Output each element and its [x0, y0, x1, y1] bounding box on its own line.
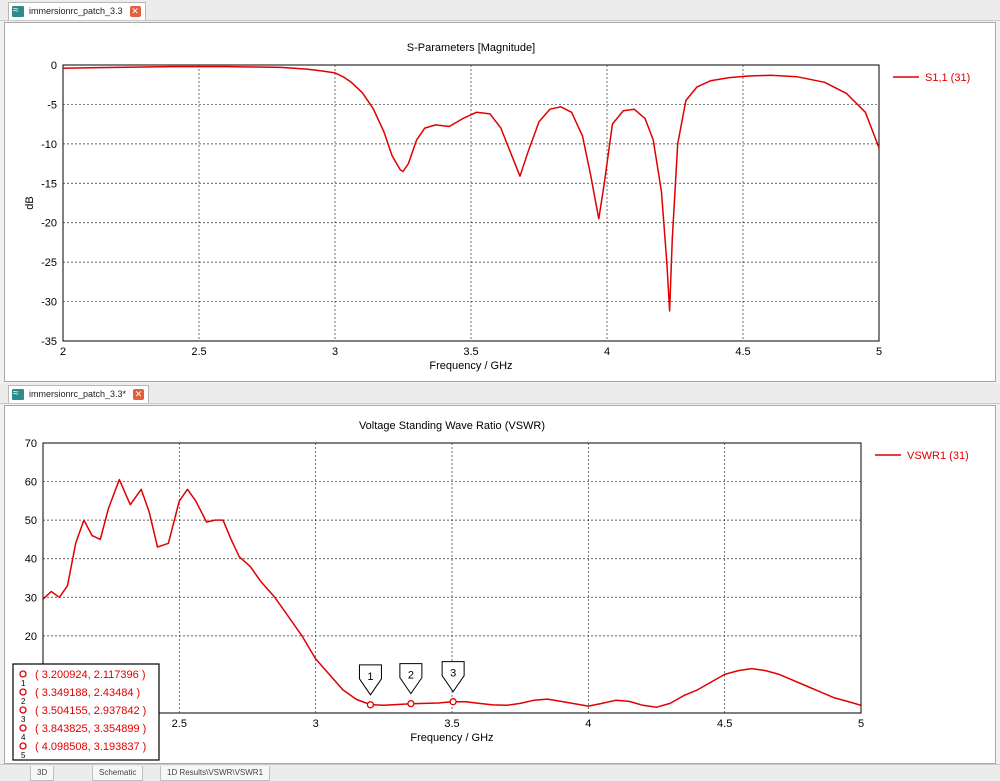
y-tick-label: -35	[41, 336, 57, 348]
close-icon[interactable]: ✕	[133, 389, 145, 400]
tab-label: immersionrc_patch_3.3	[29, 6, 123, 16]
y-tick-label: 70	[25, 438, 37, 450]
x-tick-label: 2.5	[172, 718, 187, 730]
x-tick-label: 4.5	[717, 718, 732, 730]
marker-readout-id: 1	[21, 679, 26, 688]
x-tick-label: 2	[60, 346, 66, 358]
marker-readout-icon	[19, 670, 27, 678]
marker-readout-id: 3	[21, 715, 26, 724]
y-tick-label: 60	[25, 477, 37, 489]
y-tick-label: 50	[25, 515, 37, 527]
vswr-chart: 2.5 3 3.5 4 4.5 5 20 30 40 50 60 70 Voltage Standing…	[12, 420, 969, 761]
second-tab-strip: immersionrc_patch_3.3* ✕	[0, 383, 1000, 404]
tab-immersionrc-patch-2[interactable]: immersionrc_patch_3.3* ✕	[8, 385, 150, 403]
x-tick-label: 3	[313, 718, 319, 730]
marker-point	[366, 701, 375, 709]
marker-readout-value: ( 3.504155, 2.937842 )	[35, 705, 146, 717]
y-tick-label: -15	[41, 178, 57, 190]
top-tab-strip: immersionrc_patch_3.3 ✕	[0, 0, 1000, 21]
x-tick-label: 5	[858, 718, 864, 730]
bottom-tab-strip: 3D Schematic 1D Results\VSWR\VSWR1	[0, 764, 1000, 781]
series-line	[43, 478, 861, 708]
x-axis-label: Frequency / GHz	[410, 732, 493, 744]
y-tick-label: 20	[25, 631, 37, 643]
marker-readout-icon	[19, 688, 27, 696]
y-axis-label: dB	[24, 196, 36, 209]
marker-readout-value: ( 3.843825, 3.354899 )	[35, 723, 146, 735]
close-icon[interactable]: ✕	[129, 6, 141, 17]
marker-readout-id: 4	[21, 733, 26, 742]
s-parameters-panel: 2 2.5 3 3.5 4 4.5 5 0 -5 -10 -15 -20 -25 -30 -35 S-Para…	[4, 22, 996, 382]
marker-flag-label: 1	[367, 671, 373, 683]
y-tick-label: -5	[47, 99, 57, 111]
marker-readout-box	[12, 663, 160, 761]
marker-flag-label: 3	[450, 668, 456, 680]
y-tick-label: 30	[25, 592, 37, 604]
x-tick-label: 4	[585, 718, 591, 730]
chart-title: Voltage Standing Wave Ratio (VSWR)	[359, 420, 545, 432]
marker-flag	[358, 664, 382, 696]
y-tick-label: -20	[41, 218, 57, 230]
series-line	[63, 65, 879, 312]
chart-doc-icon	[12, 2, 24, 19]
bottom-tab-3d[interactable]: 3D	[30, 766, 55, 781]
vswr-panel: 2.5 3 3.5 4 4.5 5 20 30 40 50 60 70 Voltage Standing…	[4, 405, 996, 764]
marker-point	[449, 698, 457, 706]
marker-readout-value: ( 3.200924, 2.117396 )	[35, 669, 146, 681]
y-tick-label: 40	[25, 554, 37, 566]
marker-readout-id: 5	[21, 751, 26, 760]
legend-entry: S1,1 (31)	[925, 72, 970, 84]
marker-point	[407, 699, 415, 708]
y-tick-label: 0	[51, 60, 57, 72]
tab-label: immersionrc_patch_3.3*	[29, 389, 127, 399]
x-tick-label: 5	[876, 346, 882, 358]
x-tick-label: 4	[604, 346, 610, 358]
y-tick-label: -30	[41, 297, 57, 309]
marker-readout-icon	[19, 742, 27, 750]
y-tick-label: -25	[41, 257, 57, 269]
marker-readout-value: ( 4.098508, 3.193837 )	[35, 741, 146, 753]
legend-entry: VSWR1 (31)	[907, 450, 969, 462]
marker-readout-icon	[19, 706, 27, 714]
x-tick-label: 3.5	[463, 346, 478, 358]
marker-flag	[399, 663, 423, 695]
marker-readout-id: 2	[21, 697, 26, 706]
x-tick-label: 2.5	[191, 346, 206, 358]
marker-readout-icon	[19, 724, 27, 732]
y-tick-label: -10	[41, 139, 57, 151]
x-tick-label: 3	[332, 346, 338, 358]
marker-flag-label: 2	[408, 670, 414, 682]
x-axis-label: Frequency / GHz	[429, 360, 512, 372]
x-tick-label: 4.5	[735, 346, 750, 358]
chart-title: S-Parameters [Magnitude]	[407, 42, 535, 54]
chart-doc-icon	[12, 385, 24, 402]
marker-readout-value: ( 3.349188, 2.43484 )	[35, 687, 140, 699]
s-parameters-chart: 2 2.5 3 3.5 4 4.5 5 0 -5 -10 -15 -20 -25 -30 -35 S-Para…	[24, 42, 970, 372]
x-tick-label: 3.5	[444, 718, 459, 730]
bottom-tab-schematic[interactable]: Schematic	[92, 766, 144, 781]
marker-flag	[441, 661, 465, 693]
bottom-tab-vswr-result[interactable]: 1D Results\VSWR\VSWR1	[160, 766, 271, 781]
tab-immersionrc-patch-1[interactable]: immersionrc_patch_3.3 ✕	[8, 2, 146, 20]
